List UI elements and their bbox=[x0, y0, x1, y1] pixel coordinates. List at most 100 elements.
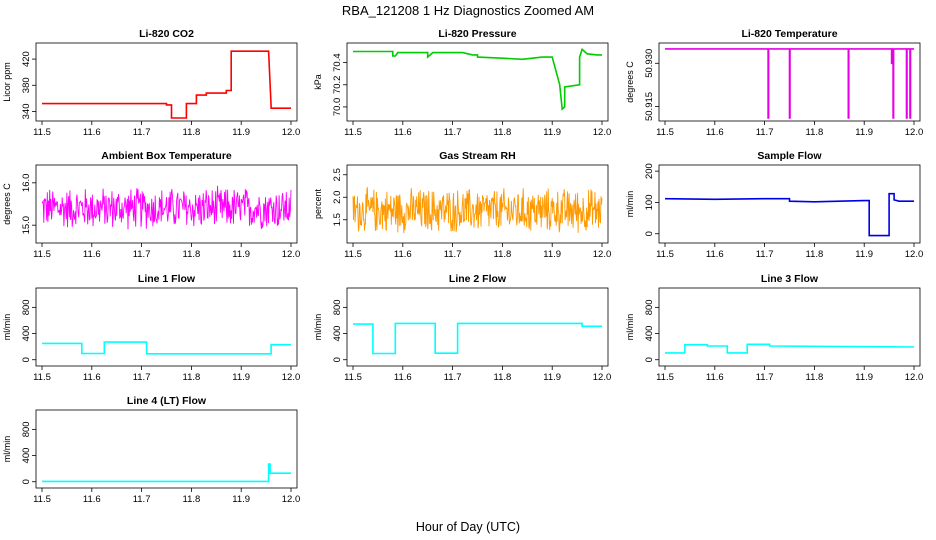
plot-frame bbox=[35, 164, 298, 244]
y-tick-label: 800 bbox=[21, 421, 32, 437]
y-axis-label: kPa bbox=[313, 74, 323, 90]
figure-title: RBA_121208 1 Hz Diagnostics Zoomed AM bbox=[342, 3, 594, 18]
x-tick-label: 11.6 bbox=[706, 127, 724, 138]
x-tick-label: 11.6 bbox=[83, 127, 101, 138]
x-tick-label: 11.9 bbox=[543, 127, 561, 138]
x-tick-label: 11.7 bbox=[133, 494, 151, 505]
x-tick-label: 11.5 bbox=[33, 494, 51, 505]
x-tick-label: 11.8 bbox=[183, 127, 201, 138]
x-tick-label: 11.7 bbox=[133, 127, 151, 138]
x-tick-label: 11.6 bbox=[83, 494, 101, 505]
panel-4: Ambient Box Temperature degrees C 11.5 11.6… bbox=[2, 150, 300, 260]
x-tick-label: 12.0 bbox=[905, 127, 924, 138]
y-tick-label: 0 bbox=[644, 231, 655, 236]
x-tick-label: 11.9 bbox=[543, 249, 561, 260]
x-tick-label: 11.6 bbox=[706, 249, 724, 260]
y-axis-label: ml/min bbox=[625, 191, 635, 218]
x-tick-label: 11.8 bbox=[806, 249, 824, 260]
y-tick-label: 2.0 bbox=[332, 191, 343, 204]
x-tick-label: 11.8 bbox=[494, 127, 512, 138]
x-tick-label: 11.9 bbox=[543, 372, 561, 383]
x-tick-label: 12.0 bbox=[593, 249, 612, 260]
x-tick-label: 12.0 bbox=[593, 127, 612, 138]
y-tick-label: 70.4 bbox=[332, 53, 343, 72]
x-tick-label: 11.6 bbox=[706, 372, 724, 383]
y-tick-label: 0 bbox=[21, 357, 32, 362]
panel-8: Line 2 Flow ml/min 11.5 11.6 11.7 11.8 11.9 12.… bbox=[313, 273, 611, 383]
y-axis-label: degrees C bbox=[2, 183, 12, 225]
panel-title: Line 4 (LT) Flow bbox=[127, 395, 207, 407]
plot-frame bbox=[658, 287, 921, 367]
x-tick-label: 11.5 bbox=[33, 372, 51, 383]
x-tick-label: 12.0 bbox=[593, 372, 612, 383]
y-tick-label: 16.0 bbox=[21, 174, 32, 193]
y-axis-label: degrees C bbox=[625, 61, 635, 103]
x-tick-label: 11.9 bbox=[232, 127, 250, 138]
y-axis-label: Licor ppm bbox=[2, 62, 12, 102]
panel-1: Li-820 CO2 Licor ppm 11.5 11.6 11.7 11.8 11.9 1… bbox=[2, 28, 300, 138]
x-tick-label: 11.6 bbox=[83, 249, 101, 260]
x-tick-label: 11.7 bbox=[133, 249, 151, 260]
series-line bbox=[352, 186, 603, 234]
panel-title: Li-820 Temperature bbox=[741, 28, 837, 40]
x-tick-label: 11.9 bbox=[232, 494, 250, 505]
y-tick-label: 70.0 bbox=[332, 98, 343, 117]
x-tick-label: 12.0 bbox=[905, 249, 924, 260]
panel-title: Gas Stream RH bbox=[439, 150, 515, 162]
x-tick-label: 11.5 bbox=[656, 249, 674, 260]
x-tick-label: 12.0 bbox=[282, 249, 301, 260]
y-axis-label: ml/min bbox=[2, 436, 12, 463]
x-tick-label: 11.9 bbox=[855, 372, 873, 383]
x-tick-label: 11.7 bbox=[444, 372, 462, 383]
plot-frame bbox=[346, 287, 609, 367]
x-tick-label: 11.7 bbox=[444, 249, 462, 260]
y-tick-label: 400 bbox=[644, 326, 655, 342]
panel-title: Li-820 CO2 bbox=[139, 28, 194, 40]
x-tick-label: 11.8 bbox=[183, 249, 201, 260]
y-axis-label: ml/min bbox=[2, 314, 12, 341]
x-tick-label: 12.0 bbox=[905, 372, 924, 383]
x-tick-label: 11.8 bbox=[806, 372, 824, 383]
x-tick-label: 11.9 bbox=[855, 249, 873, 260]
y-axis-label: percent bbox=[313, 188, 323, 219]
y-tick-label: 200 bbox=[644, 163, 655, 179]
x-tick-label: 11.5 bbox=[33, 127, 51, 138]
series-line bbox=[353, 322, 602, 355]
y-axis-label: ml/min bbox=[625, 314, 635, 341]
x-tick-label: 11.5 bbox=[656, 127, 674, 138]
panel-title: Sample Flow bbox=[757, 150, 822, 162]
y-tick-label: 70.2 bbox=[332, 76, 343, 95]
y-tick-label: 50.930 bbox=[644, 49, 655, 78]
y-tick-label: 420 bbox=[21, 51, 32, 67]
panel-3: Li-820 Temperature degrees C 11.5 11.6 11.7 1… bbox=[625, 28, 923, 138]
x-tick-label: 11.7 bbox=[756, 249, 774, 260]
y-tick-label: 2.5 bbox=[332, 168, 343, 181]
x-tick-label: 11.6 bbox=[83, 372, 101, 383]
series-line bbox=[42, 463, 291, 483]
plot-frame bbox=[35, 287, 298, 367]
x-tick-label: 11.9 bbox=[855, 127, 873, 138]
y-axis-label: ml/min bbox=[313, 314, 323, 341]
y-tick-label: 340 bbox=[21, 104, 32, 120]
y-tick-label: 0 bbox=[644, 357, 655, 362]
panel-2: Li-820 Pressure kPa 11.5 11.6 11.7 11.8 11.9 12… bbox=[313, 28, 611, 138]
x-tick-label: 11.5 bbox=[344, 372, 362, 383]
x-tick-label: 11.8 bbox=[494, 249, 512, 260]
series-line bbox=[42, 50, 291, 119]
panel-title: Li-820 Pressure bbox=[438, 28, 516, 40]
series-line bbox=[353, 47, 602, 111]
panel-7: Line 1 Flow ml/min 11.5 11.6 11.7 11.8 11.9 12.… bbox=[2, 273, 300, 383]
x-tick-label: 11.8 bbox=[183, 494, 201, 505]
plot-frame bbox=[658, 164, 921, 244]
x-tick-label: 12.0 bbox=[282, 127, 301, 138]
figure-x-label: Hour of Day (UTC) bbox=[416, 520, 520, 534]
panel-9: Line 3 Flow ml/min 11.5 11.6 11.7 11.8 11.9 12.… bbox=[625, 273, 923, 383]
x-tick-label: 12.0 bbox=[282, 494, 301, 505]
x-tick-label: 11.7 bbox=[444, 127, 462, 138]
panels: Li-820 CO2 Licor ppm 11.5 11.6 11.7 11.8 11.9 1… bbox=[2, 28, 923, 505]
panel-title: Line 2 Flow bbox=[449, 273, 507, 285]
series-line bbox=[42, 341, 291, 355]
panel-5: Gas Stream RH percent 11.5 11.6 11.7 11.8 11.9… bbox=[313, 150, 611, 260]
x-tick-label: 12.0 bbox=[282, 372, 301, 383]
